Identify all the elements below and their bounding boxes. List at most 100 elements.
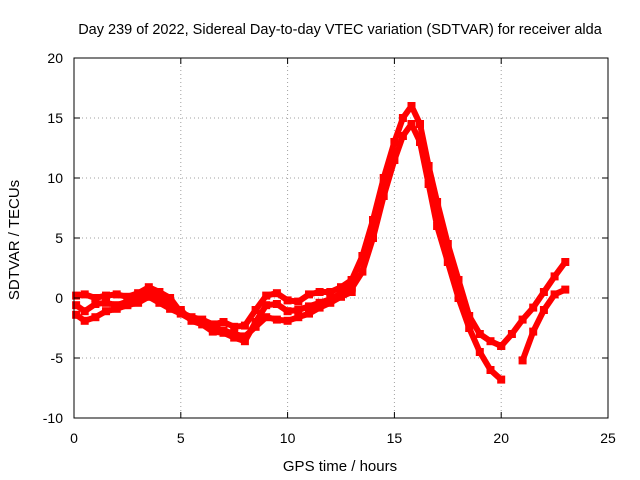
series-line — [348, 121, 505, 383]
data-point — [518, 315, 527, 324]
data-point — [518, 356, 527, 365]
data-point — [230, 322, 239, 331]
x-tick-label: 25 — [600, 430, 616, 446]
data-point — [294, 313, 303, 322]
data-point — [283, 316, 292, 325]
data-point — [416, 138, 424, 146]
data-point — [91, 294, 100, 302]
data-point — [305, 309, 313, 318]
series-line — [519, 286, 569, 364]
data-point — [80, 290, 89, 299]
chart-title: Day 239 of 2022, Sidereal Day-to-day VTE… — [78, 22, 603, 38]
y-axis-title: SDTVAR / TECUs — [6, 180, 23, 300]
data-point — [240, 332, 249, 341]
data-point — [72, 310, 81, 319]
series-track-7 — [518, 285, 570, 365]
x-tick-label: 20 — [493, 430, 509, 446]
series-line — [348, 103, 505, 349]
data-point — [102, 291, 110, 300]
axes — [73, 57, 609, 419]
data-point — [187, 315, 196, 324]
data-point — [497, 375, 506, 384]
data-point — [208, 322, 217, 331]
data-point — [219, 318, 228, 326]
data-point — [347, 276, 356, 284]
data-point — [379, 192, 388, 200]
data-point — [390, 138, 399, 146]
data-point — [424, 180, 433, 188]
y-tick-label: -10 — [43, 410, 63, 426]
data-point — [347, 284, 356, 293]
data-point — [358, 267, 367, 276]
data-point — [134, 298, 143, 307]
data-point — [550, 290, 559, 299]
series-track-5 — [347, 120, 506, 384]
data-point — [416, 120, 424, 128]
data-point — [529, 303, 538, 312]
data-point — [398, 114, 407, 122]
data-point — [433, 198, 442, 206]
data-point — [379, 174, 388, 182]
data-point — [91, 300, 100, 308]
data-point — [561, 285, 570, 294]
data-point — [134, 294, 143, 302]
data-point — [166, 294, 175, 302]
x-tick-label: 15 — [387, 430, 403, 446]
data-point — [315, 303, 324, 312]
data-point — [91, 313, 100, 322]
data-point — [407, 120, 416, 128]
y-tick-label: 20 — [47, 50, 63, 66]
data-point — [539, 306, 548, 314]
data-point — [176, 309, 185, 318]
data-point — [443, 258, 452, 266]
data-point — [337, 292, 345, 301]
data-point — [283, 307, 292, 316]
data-point — [305, 290, 313, 299]
data-point — [166, 304, 175, 313]
data-point — [72, 291, 81, 300]
y-tick-label: 15 — [47, 110, 63, 126]
data-point — [80, 316, 89, 325]
data-point — [294, 306, 303, 314]
data-point — [112, 304, 121, 313]
data-point — [283, 296, 292, 305]
data-point — [475, 330, 484, 338]
data-point — [112, 290, 121, 299]
data-point — [123, 301, 132, 310]
data-series — [72, 102, 570, 384]
data-point — [561, 258, 570, 266]
data-point — [155, 298, 164, 307]
data-point — [272, 300, 281, 308]
data-point — [123, 292, 132, 301]
data-point — [144, 292, 153, 301]
data-point — [230, 330, 239, 338]
data-point — [454, 276, 463, 284]
data-point — [326, 288, 335, 296]
data-point — [251, 322, 260, 331]
data-point — [369, 234, 377, 242]
data-point — [134, 289, 143, 298]
y-tick-label: 0 — [55, 290, 63, 306]
data-point — [272, 289, 281, 298]
data-point — [465, 312, 474, 320]
data-point — [465, 324, 474, 332]
data-point — [198, 318, 207, 326]
data-point — [102, 307, 110, 316]
data-point — [208, 327, 217, 336]
data-point — [240, 321, 249, 330]
data-point — [424, 162, 433, 170]
series-track-4 — [347, 102, 506, 350]
data-point — [144, 283, 153, 292]
data-point — [272, 315, 281, 324]
data-point — [550, 272, 559, 281]
data-point — [315, 288, 324, 296]
data-point — [507, 330, 516, 338]
data-point — [337, 283, 345, 292]
data-point — [486, 337, 495, 346]
y-tick-label: 5 — [55, 230, 63, 246]
data-point — [390, 156, 399, 164]
data-point — [262, 291, 271, 300]
x-tick-label: 10 — [280, 430, 296, 446]
data-point — [369, 216, 377, 224]
